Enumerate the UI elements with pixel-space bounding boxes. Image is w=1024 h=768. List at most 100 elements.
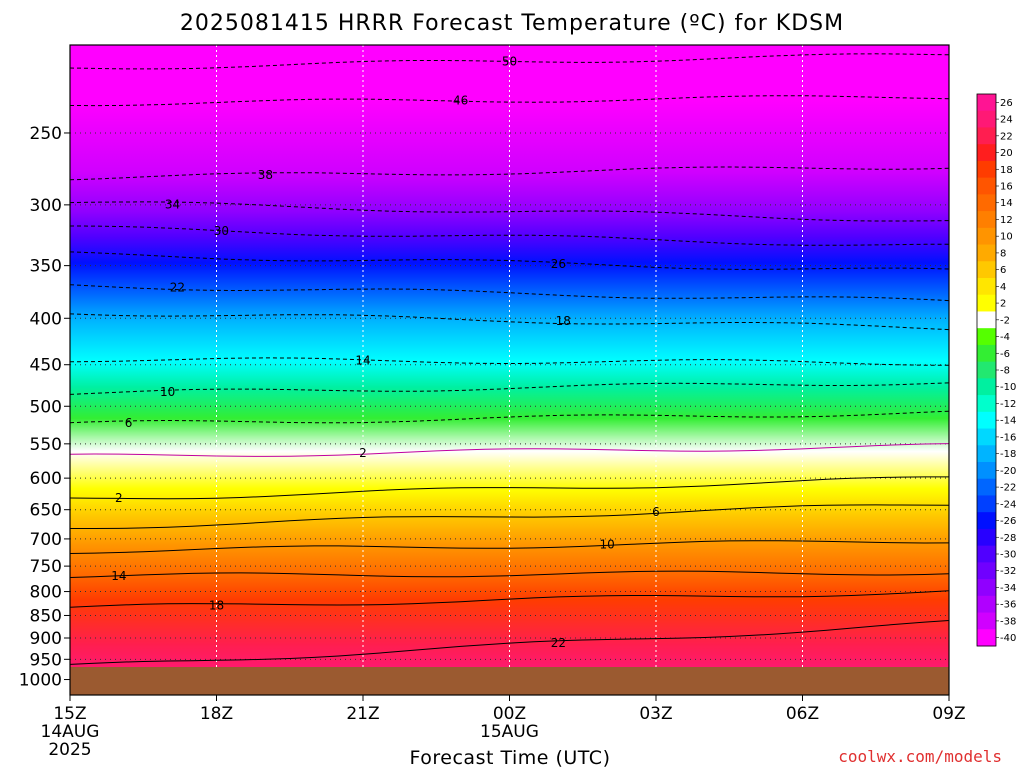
colorbar-label: 18 [1000,165,1013,176]
contour-label: 46 [453,93,468,107]
y-tick-label: 750 [30,557,62,577]
colorbar-swatch [977,545,996,563]
contour-label: 26 [551,257,566,271]
contour-line-minus-2 [70,443,949,457]
x-tick-label: 00Z [493,704,526,724]
colorbar-swatch [977,445,996,463]
contour-label: 22 [551,636,566,650]
colorbar-label: -18 [1000,449,1016,460]
y-tick-label: 400 [30,309,62,329]
y-tick-label: 500 [30,397,62,417]
contour-label: 14 [355,354,370,368]
colorbar-label: -20 [1000,466,1016,477]
contour-line-2 [70,476,949,500]
y-tick-label: 600 [30,469,62,489]
y-tick-label: 550 [30,435,62,455]
colorbar-label: -16 [1000,432,1016,443]
y-tick-label: 950 [30,650,62,670]
colorbar-label: 22 [1000,131,1013,142]
contour-line-14 [70,570,949,578]
colorbar-swatch [977,512,996,530]
colorbar-swatch [977,294,996,312]
x-tick-date-label: 14AUG [41,722,100,742]
y-tick-label: 450 [30,356,62,376]
contour-label: 18 [209,598,224,612]
x-tick-label: 06Z [786,704,819,724]
colorbar-label: 24 [1000,115,1013,126]
colorbar-swatch [977,110,996,128]
contour-label: 6 [125,416,133,430]
y-tick-label: 700 [30,530,62,550]
contour-label: 2 [115,491,123,505]
colorbar-swatch [977,94,996,112]
colorbar-swatch [977,579,996,597]
y-tick-label: 350 [30,257,62,277]
y-tick-label: 900 [30,629,62,649]
colorbar-swatch [977,244,996,262]
colorbar-swatch [977,629,996,647]
y-axis: 250 300 350 400 450 500 550 600 650 700 750 800 850 9… [19,124,70,691]
colorbar-swatch [977,311,996,329]
contour-label: 34 [165,197,180,211]
colorbar-label: 6 [1000,265,1006,276]
chart-title: 2025081415 HRRR Forecast Temperature (ºC… [180,11,844,36]
contour-label: 50 [502,54,517,68]
colorbar-swatch [977,562,996,580]
colorbar-swatch [977,428,996,446]
colorbar-swatch [977,478,996,496]
colorbar-label: 8 [1000,248,1006,259]
grid-lines [70,45,949,695]
colorbar-swatch [977,144,996,162]
colorbar-label: 26 [1000,98,1013,109]
colorbar-label: -34 [1000,583,1016,594]
colorbar-swatch [977,261,996,279]
colorbar-label: -30 [1000,550,1016,561]
x-tick-date-label: 15AUG [480,722,539,742]
x-tick-label: 21Z [346,704,379,724]
contour-line-18 [70,590,949,608]
contour-label: 38 [258,168,273,182]
colorbar-label: 12 [1000,215,1013,226]
contour-line-10 [70,540,949,554]
colorbar-swatch [977,411,996,430]
colorbar-label: -28 [1000,533,1016,544]
colorbar-swatch [977,278,996,296]
colorbar-swatch [977,328,996,346]
y-tick-label: 800 [30,583,62,603]
contour-label: 18 [556,314,571,328]
colorbar-swatch [977,395,996,413]
colorbar-label: -40 [1000,633,1016,644]
colorbar-swatch [977,462,996,480]
colorbar-swatch [977,528,996,547]
x-axis-label: Forecast Time (UTC) [410,747,611,768]
y-tick-label: 650 [30,501,62,521]
colorbar-swatch [977,612,996,630]
contour-label: 30 [214,224,229,238]
contour-label: 2 [359,446,367,460]
contour-label: 10 [600,538,615,552]
colorbar-swatch [977,127,996,145]
x-tick-year-label: 2025 [48,740,91,760]
colorbar-label: 2 [1000,299,1006,310]
colorbar-swatch [977,495,996,513]
colorbar-label: 4 [1000,282,1006,293]
colorbar-swatch [977,160,996,179]
colorbar-label: 14 [1000,198,1013,209]
colorbar-swatch [977,227,996,246]
colorbar-label: -8 [1000,366,1010,377]
contour-label: 14 [111,569,126,583]
ground-surface [70,667,949,695]
x-tick-label: 18Z [200,704,233,724]
colorbar-swatch [977,595,996,614]
colorbar-label: -14 [1000,416,1016,427]
colorbar-swatch [977,378,996,396]
colorbar-swatch [977,211,996,229]
colorbar-label: -10 [1000,382,1016,393]
colorbar-label: -24 [1000,499,1016,510]
colorbar-label: -6 [1000,349,1010,360]
